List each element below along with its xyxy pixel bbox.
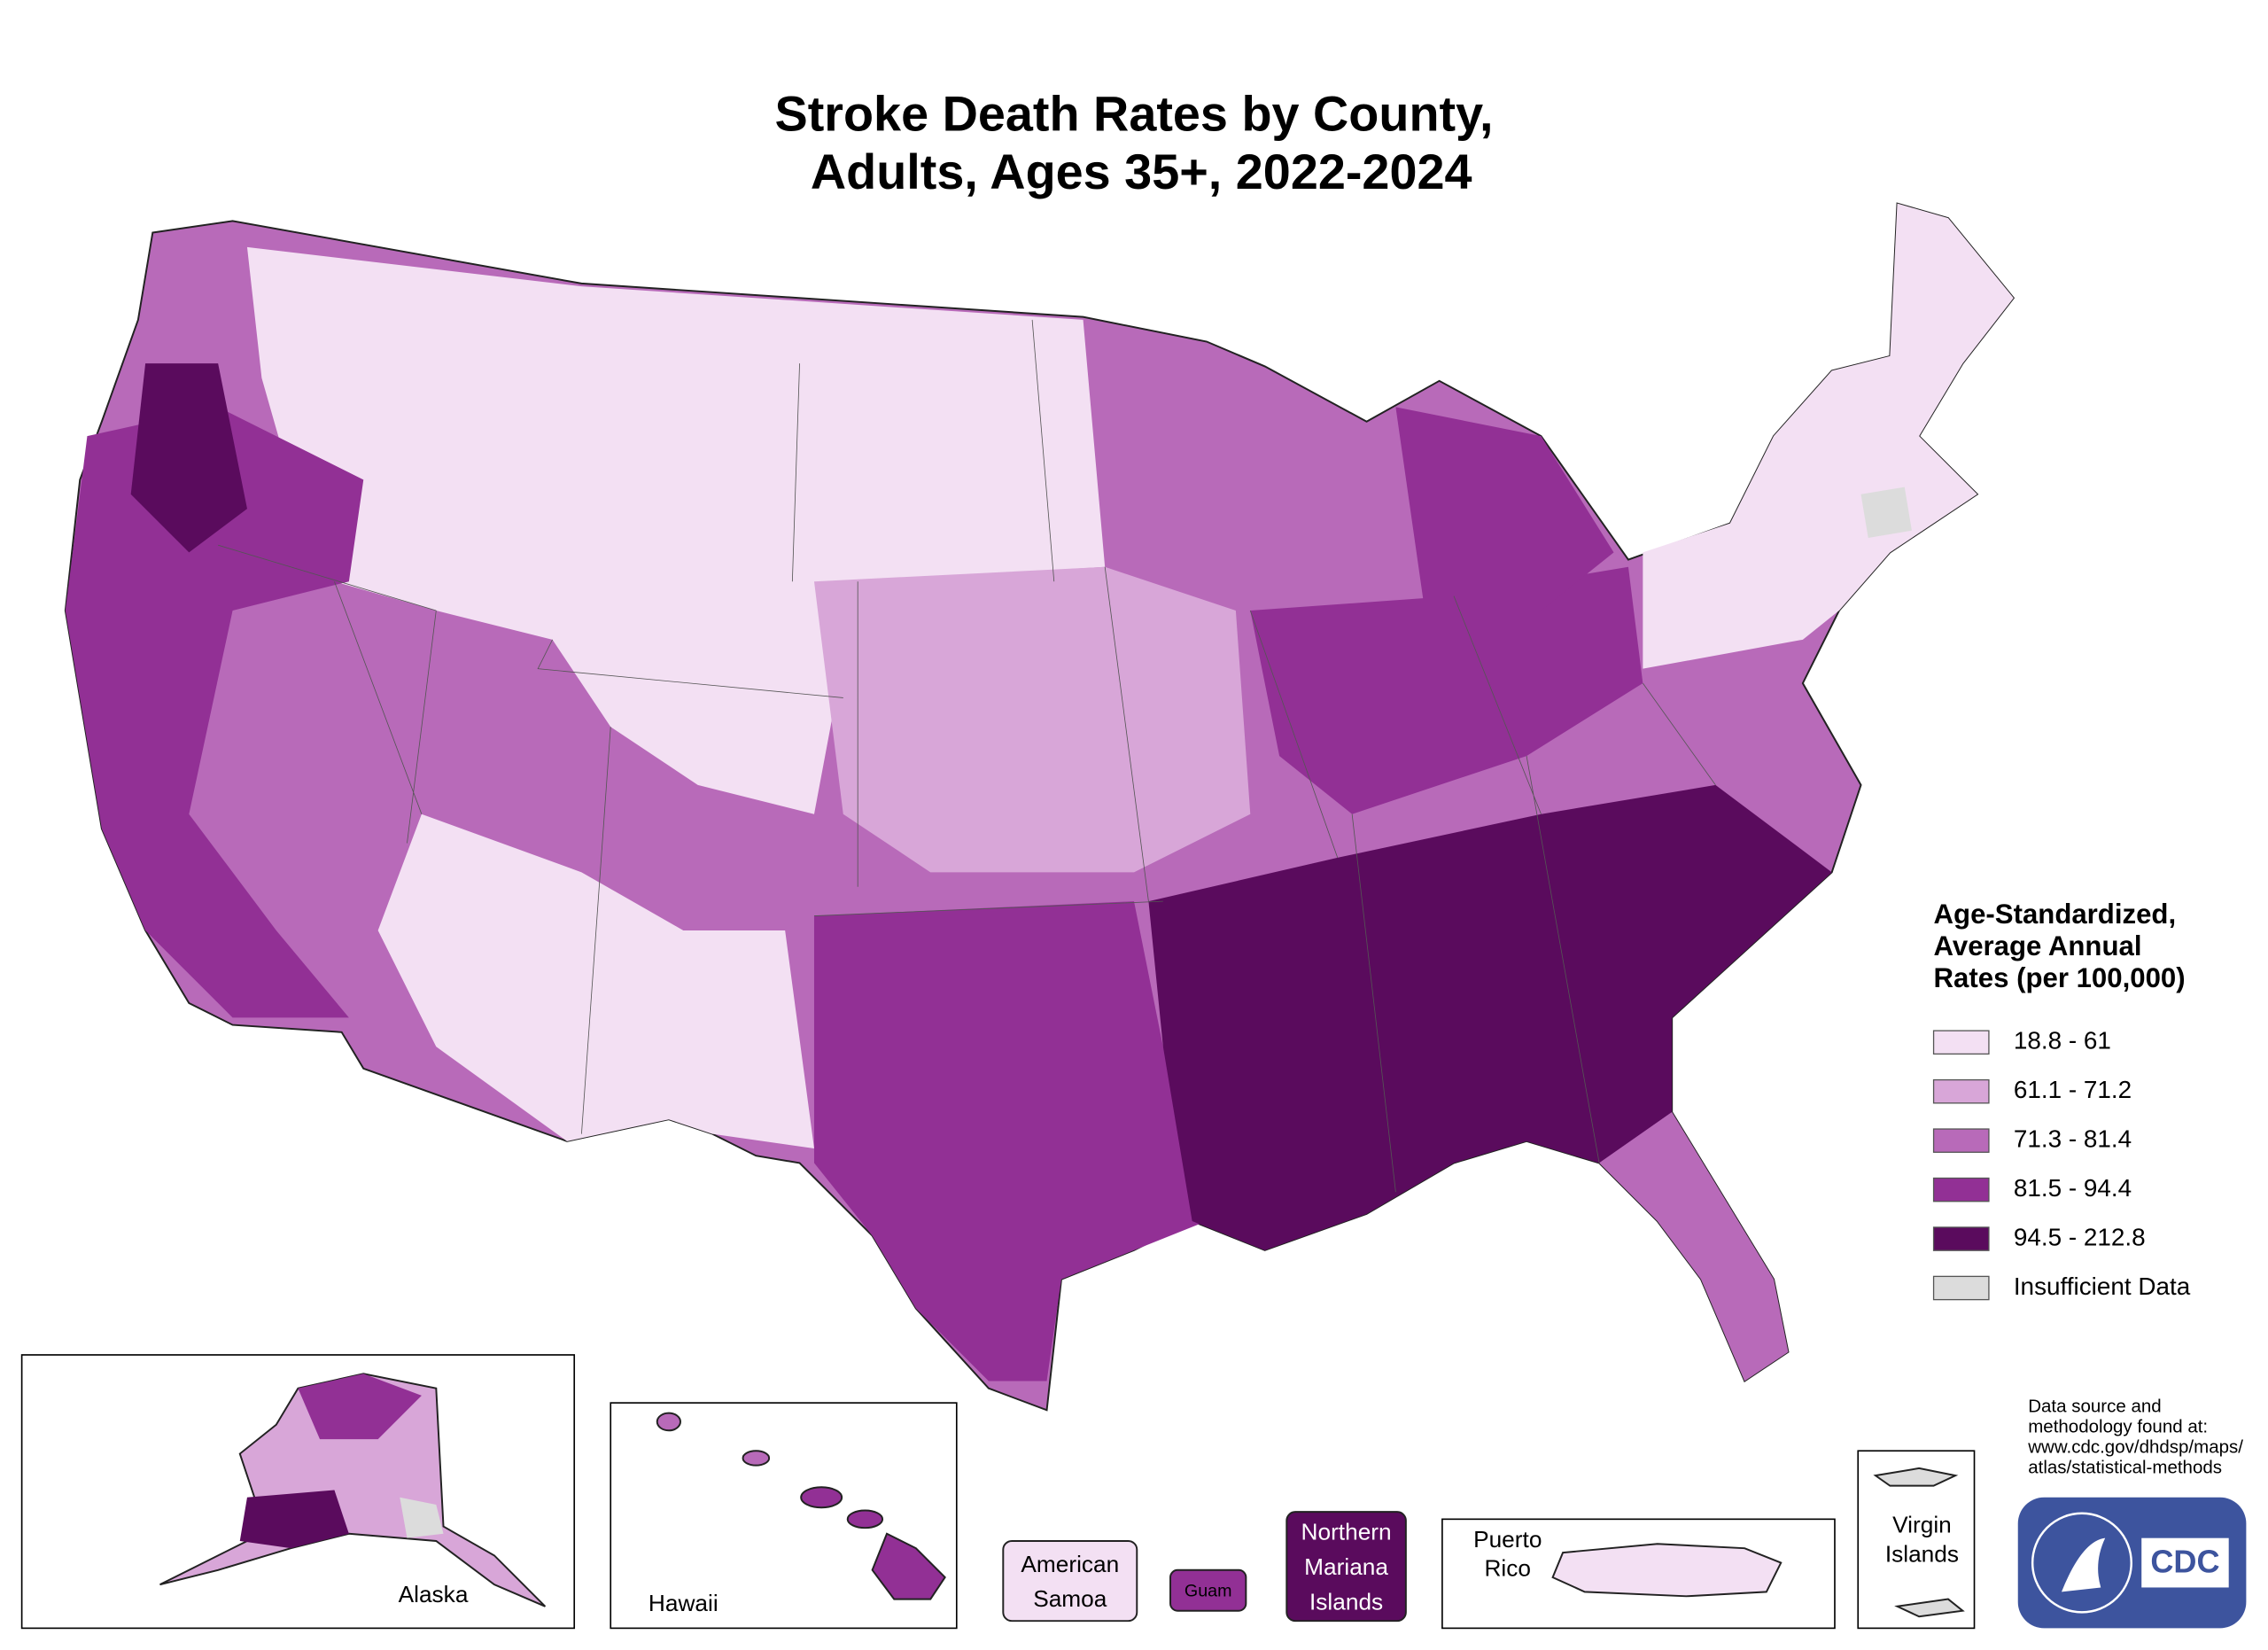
region — [400, 1497, 444, 1538]
source-note: atlas/statistical-methods — [2028, 1457, 2222, 1477]
legend-label: 81.5 - 94.4 — [2014, 1174, 2132, 1202]
legend-swatch — [1932, 1078, 1990, 1104]
inset-label: Virgin — [1892, 1511, 1952, 1537]
region — [1643, 203, 2014, 669]
region — [1395, 407, 1614, 611]
island — [1894, 1598, 1965, 1618]
island — [846, 1509, 884, 1529]
logo-box — [2141, 1537, 2229, 1588]
inset-label: Hawaii — [649, 1590, 718, 1616]
legend-label: 71.3 - 81.4 — [2014, 1125, 2132, 1153]
legend-swatch — [1932, 1177, 1990, 1202]
region — [377, 813, 814, 1149]
source-note: Data source and — [2028, 1396, 2161, 1416]
legend-swatch — [1932, 1275, 1990, 1301]
title: Adults, Ages 35+, 2022-2024 — [811, 144, 1472, 199]
island — [800, 1486, 843, 1509]
region — [130, 363, 247, 553]
region — [298, 1374, 422, 1440]
inset-label: Northern — [1301, 1519, 1392, 1545]
region — [65, 407, 364, 1018]
legend-title: Rates (per 100,000) — [1934, 962, 2186, 993]
inset-frame — [1857, 1450, 1976, 1630]
inset-label: Alaska — [399, 1581, 469, 1607]
region — [1599, 1112, 1789, 1381]
inset-box — [1285, 1511, 1407, 1623]
state-lines — [218, 319, 1716, 1193]
region — [1250, 566, 1643, 814]
legend-swatch — [1932, 1128, 1990, 1153]
logo-text: CDC — [2150, 1544, 2219, 1580]
region — [1860, 486, 1912, 538]
legend-label: 94.5 - 212.8 — [2014, 1223, 2146, 1250]
inset-label: Islands — [1885, 1540, 1959, 1567]
inset-frame — [20, 1354, 576, 1630]
inset-box — [1169, 1568, 1247, 1612]
inset-label: Samoa — [1033, 1585, 1107, 1612]
source-note: www.cdc.gov/dhdsp/maps/ — [2027, 1436, 2243, 1457]
title: Stroke Death Rates by County, — [775, 87, 1494, 142]
region — [239, 1490, 349, 1549]
island — [1873, 1467, 1959, 1487]
island — [656, 1412, 681, 1432]
legend-label: 18.8 - 61 — [2014, 1027, 2111, 1055]
inset-label: Puerto — [1473, 1526, 1542, 1553]
legend-title: Age-Standardized, — [1934, 899, 2177, 930]
logo-seal — [2031, 1512, 2132, 1614]
us-map — [64, 202, 2016, 1412]
region — [813, 901, 1208, 1381]
region — [1148, 784, 1832, 1250]
legend-label: Insufficient Data — [2014, 1273, 2191, 1300]
legend-swatch — [1932, 1030, 1990, 1055]
island — [742, 1450, 771, 1467]
inset-frame — [610, 1402, 958, 1630]
inset-label: Guam — [1184, 1582, 1232, 1601]
legend-title: Average Annual — [1934, 930, 2142, 961]
island — [871, 1532, 946, 1600]
region — [813, 566, 1251, 873]
legend-label: 61.1 - 71.2 — [2014, 1076, 2132, 1103]
puerto-rico-shape — [1551, 1543, 1783, 1598]
inset-box — [1002, 1539, 1138, 1623]
inset-label: Islands — [1309, 1588, 1383, 1615]
source-note: methodology found at: — [2028, 1416, 2208, 1436]
legend: 18.8 - 61 61.1 - 71.2 71.3 - 81.4 81.5 - 94… — [1932, 1027, 2191, 1301]
legend-swatch — [1932, 1226, 1990, 1251]
region — [246, 246, 1106, 814]
inset-frame — [1441, 1518, 1836, 1630]
inset-label: Mariana — [1304, 1553, 1388, 1580]
logo-eagle — [2061, 1537, 2106, 1592]
inset-label: Rico — [1484, 1555, 1531, 1582]
inset-label: American — [1021, 1551, 1119, 1577]
